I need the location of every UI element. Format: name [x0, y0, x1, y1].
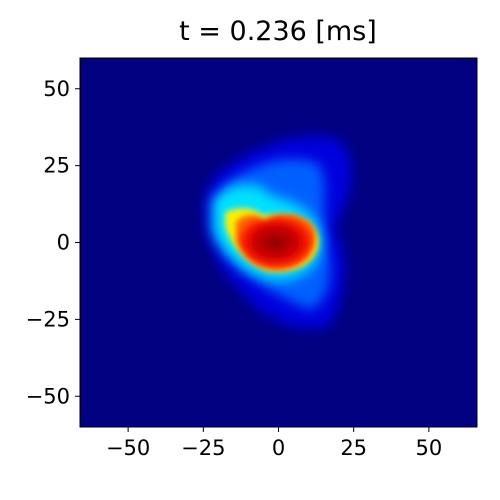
- y-tick-label: 25: [43, 154, 70, 178]
- x-tick-label: 50: [416, 436, 443, 460]
- x-tick-label: −50: [106, 436, 150, 460]
- x-tick-label: 25: [340, 436, 367, 460]
- y-tick-label: 50: [43, 77, 70, 101]
- chart-title: t = 0.236 [ms]: [179, 16, 377, 47]
- field: [204, 135, 352, 329]
- field-core: [236, 213, 316, 271]
- x-tick-label: −25: [181, 436, 225, 460]
- y-tick-label: 0: [57, 231, 70, 255]
- x-tick-label: 0: [272, 436, 285, 460]
- y-tick-label: −25: [26, 307, 70, 331]
- y-tick-label: −50: [26, 384, 70, 408]
